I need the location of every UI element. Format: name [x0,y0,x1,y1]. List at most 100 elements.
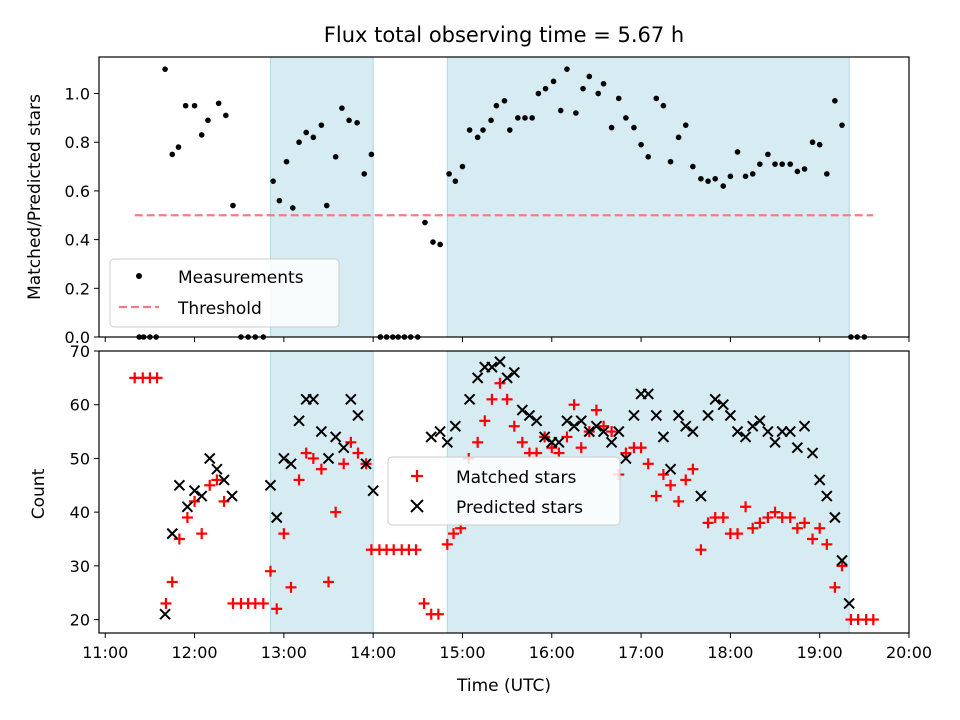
measurement-point [667,158,674,165]
predicted-star-point [739,431,752,443]
measurement-point [191,102,198,109]
ratio-y-tick-label: 0.2 [65,279,90,298]
predicted-star-point [613,425,625,438]
measurement-point [586,73,593,80]
measurement-point [595,90,602,97]
count-observing-window-0 [269,350,374,634]
ratio-plot-frame [98,56,910,338]
predicted-star-point [425,431,437,443]
measurement-point [522,115,528,121]
predicted-star-point [345,393,357,406]
predicted-star-point [709,393,721,406]
x-tick-label: 15:00 [439,643,485,662]
measurement-point [682,122,689,128]
predicted-star-point [628,409,640,422]
matched-star-point [598,420,610,432]
ratio-legend-box [109,258,340,328]
matched-star-point [673,495,685,507]
measurement-point [779,161,785,167]
measurement-point [638,141,644,148]
predicted-star-point [754,415,766,427]
measurement-point [289,205,296,211]
ratio-y-axis-label: Matched/Predicted stars [25,94,45,300]
predicted-star-point [463,393,476,406]
predicted-star-point [590,420,603,432]
predicted-star-point [791,441,804,454]
predicted-star-point [329,431,342,443]
measurement-point [608,124,615,131]
matched-star-point [814,522,826,534]
matched-star-point [769,506,781,518]
matched-star-point [747,522,759,534]
matched-star-point [568,399,580,411]
predicted-star-point [204,452,216,465]
matched-star-point [821,538,833,550]
x-tick-label: 20:00 [886,643,932,662]
count-y-axis-label: Count [29,468,49,519]
matched-star-point [501,393,513,405]
measurement-point [564,66,570,72]
predicted-star-point [695,490,707,502]
matched-star-point [173,533,185,545]
matched-star-point [189,495,201,507]
measurement-point [459,163,466,170]
legend-predicted-marker [410,499,424,513]
measurement-point [339,105,345,111]
predicted-star-point [702,409,714,422]
matched-star-point [620,447,632,459]
predicted-star-point [806,447,819,459]
ratio-legend: Measurements Threshold [109,258,340,328]
measurement-point [535,90,542,97]
predicted-star-point [747,420,759,432]
predicted-star-point [717,399,729,411]
count-panel: 20 30 40 50 60 70 11:00 12:00 13:00 14:00 15:00 16… [29,342,932,696]
predicted-star-point [211,463,223,475]
predicted-star-point [516,404,529,416]
measurement-point [175,144,182,150]
x-tick-label: 19:00 [797,643,843,662]
x-axis-label: Time (UTC) [456,676,551,696]
count-y-tick-label: 30 [70,557,90,576]
measurement-point [354,119,360,126]
measurement-point [600,80,607,87]
measurement-point [645,154,652,160]
predicted-star-point [687,425,699,438]
predicted-star-point [530,415,543,427]
measurement-point [323,202,330,209]
measurement-point [318,122,325,128]
measurement-point [223,112,229,119]
matched-star-point [635,442,647,454]
matched-star-point [791,522,803,534]
matched-star-point [196,528,208,540]
matched-star-point [494,377,506,389]
measurement-point [437,241,443,248]
matched-star-point [257,597,269,609]
predicted-star-point [181,501,194,513]
measurement-point [230,202,236,209]
predicted-star-point [762,425,774,438]
predicted-star-point [642,388,654,400]
measurement-point [623,115,629,121]
legend-matched-marker [411,470,423,482]
matched-star-point [665,479,677,491]
measurement-point [765,151,771,158]
predicted-star-point [657,431,670,443]
matched-star-point [516,436,528,448]
measurement-point [480,127,486,133]
measurement-point [801,166,808,172]
measurement-point [816,141,823,148]
predicted-star-point [597,425,610,438]
measurement-point [720,183,727,189]
matched-star-point [508,420,520,432]
measurement-point [169,151,176,158]
predicted-star-point [278,452,290,465]
count-y-tick-label: 70 [70,342,90,361]
count-y-tick-label: 60 [70,396,90,415]
count-legend: Matched stars Predicted stars [387,456,621,526]
matched-star-point [486,393,498,405]
matched-star-point [300,447,312,459]
predicted-star-point [159,608,171,620]
x-tick-label: 11:00 [82,643,128,662]
matched-star-point [472,436,484,448]
measurement-point [488,117,494,124]
